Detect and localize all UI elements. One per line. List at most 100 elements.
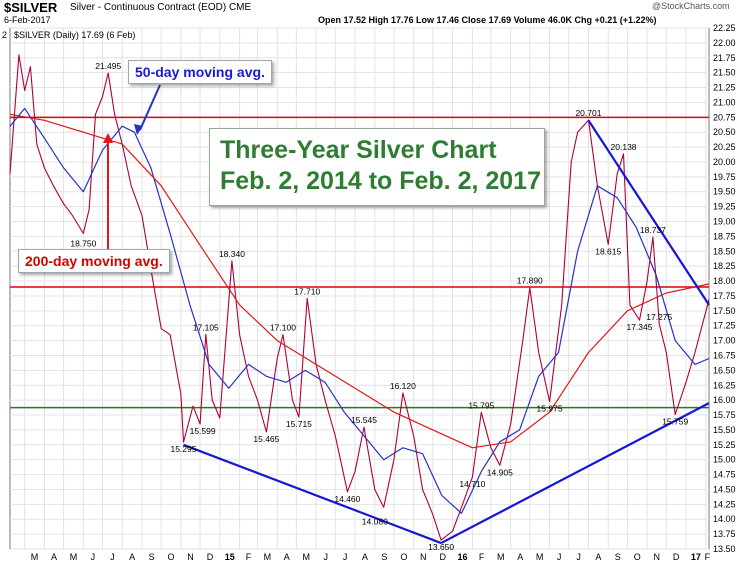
x-tick-label: D [673, 552, 680, 562]
x-tick-label: O [634, 552, 641, 562]
x-tick-label: S [615, 552, 621, 562]
price-label: 20.138 [611, 142, 637, 152]
price-label: 18.737 [640, 225, 666, 235]
price-label: 18.340 [219, 249, 245, 259]
trendline [440, 402, 710, 545]
y-tick-label: 18.25 [713, 261, 736, 271]
ma200-callout: 200-day moving avg. [18, 249, 170, 273]
x-tick-label: O [400, 552, 407, 562]
x-tick-label: J [91, 552, 96, 562]
x-tick-label: A [284, 552, 290, 562]
plot-area [9, 27, 710, 550]
y-tick-label: 20.25 [713, 142, 736, 152]
y-tick-label: 15.50 [713, 425, 736, 435]
y-tick-label: 20.75 [713, 112, 736, 122]
x-tick-label: J [557, 552, 562, 562]
y-tick-label: 15.25 [713, 440, 736, 450]
y-tick-label: 21.75 [713, 53, 736, 63]
price-label: 15.465 [253, 434, 279, 444]
y-tick-label: 18.00 [713, 276, 736, 286]
y-tick-label: 14.00 [713, 514, 736, 524]
price-label: 13.650 [428, 542, 454, 552]
price-series-line [9, 54, 710, 541]
price-label: 17.345 [626, 322, 652, 332]
y-tick-label: 13.75 [713, 529, 736, 539]
x-tick-label: 16 [457, 552, 467, 562]
price-label: 18.615 [595, 246, 621, 256]
y-tick-label: 19.25 [713, 202, 736, 212]
x-tick-label: A [595, 552, 601, 562]
ohlc-readout: Open 17.52 High 17.76 Low 17.46 Close 17… [318, 15, 657, 25]
price-label: 21.495 [95, 61, 121, 71]
price-label: 14.080 [362, 516, 388, 526]
x-tick-label: 15 [225, 552, 235, 562]
y-tick-label: 17.75 [713, 291, 736, 301]
price-label: 16.120 [390, 381, 416, 391]
ma200-series-line [9, 113, 710, 449]
y-tick-label: 16.00 [713, 395, 736, 405]
y-tick-label: 22.25 [713, 23, 736, 33]
chart-title-box: Three-Year Silver Chart Feb. 2, 2014 to … [209, 128, 545, 206]
y-tick-label: 14.50 [713, 484, 736, 494]
x-tick-label: A [51, 552, 57, 562]
x-tick-label: M [302, 552, 310, 562]
panel-number: 2 [2, 30, 7, 40]
x-tick-label: J [110, 552, 115, 562]
x-tick-label: M [497, 552, 505, 562]
y-tick-label: 19.75 [713, 172, 736, 182]
price-label: 20.701 [575, 108, 601, 118]
y-tick-label: 21.25 [713, 83, 736, 93]
contract-description: Silver - Continuous Contract (EOD) CME [70, 2, 252, 13]
chart-subtitle: Feb. 2, 2014 to Feb. 2, 2017 [220, 167, 541, 195]
price-label: 17.710 [294, 286, 320, 296]
ma50-arrow [139, 84, 161, 131]
y-tick-label: 17.00 [713, 336, 736, 346]
x-tick-label: A [517, 552, 523, 562]
x-tick-label: S [149, 552, 155, 562]
x-tick-label: M [31, 552, 39, 562]
y-tick-label: 20.00 [713, 157, 736, 167]
price-label: 15.975 [537, 404, 563, 414]
x-tick-label: M [70, 552, 78, 562]
y-tick-label: 17.25 [713, 321, 736, 331]
x-tick-label: J [323, 552, 328, 562]
x-tick-label: M [536, 552, 544, 562]
y-tick-label: 19.00 [713, 217, 736, 227]
ma200-arrowhead [103, 133, 113, 143]
x-tick-label: J [343, 552, 348, 562]
y-tick-label: 13.50 [713, 544, 736, 554]
y-tick-label: 22.00 [713, 38, 736, 48]
x-tick-label: F [246, 552, 252, 562]
y-tick-label: 16.25 [713, 380, 736, 390]
y-tick-label: 14.75 [713, 470, 736, 480]
price-label: 15.295 [170, 444, 196, 454]
price-label: 15.599 [190, 426, 216, 436]
y-tick-label: 19.50 [713, 187, 736, 197]
source-watermark: @StockCharts.com [652, 1, 730, 11]
x-tick-label: A [362, 552, 368, 562]
x-tick-label: F [479, 552, 485, 562]
ma50-arrowhead [134, 124, 143, 135]
price-label: 15.795 [468, 400, 494, 410]
y-tick-label: 18.50 [713, 246, 736, 256]
price-label: 17.890 [517, 276, 543, 286]
x-tick-label: N [420, 552, 427, 562]
chart-title: Three-Year Silver Chart [220, 136, 497, 164]
x-tick-label: D [439, 552, 446, 562]
price-label: 17.100 [270, 323, 296, 333]
y-tick-label: 14.25 [713, 499, 736, 509]
x-tick-label: M [264, 552, 272, 562]
y-tick-label: 18.75 [713, 231, 736, 241]
chart-date: 6-Feb-2017 [4, 15, 51, 25]
ma50-callout: 50-day moving avg. [128, 60, 272, 84]
x-tick-label: J [576, 552, 581, 562]
x-tick-label: N [653, 552, 660, 562]
price-label: 15.759 [662, 416, 688, 426]
y-tick-label: 21.00 [713, 97, 736, 107]
x-tick-label: 17 [691, 552, 701, 562]
y-tick-label: 20.50 [713, 127, 736, 137]
price-label: 14.905 [487, 467, 513, 477]
y-tick-label: 17.50 [713, 306, 736, 316]
price-label: 15.545 [351, 415, 377, 425]
